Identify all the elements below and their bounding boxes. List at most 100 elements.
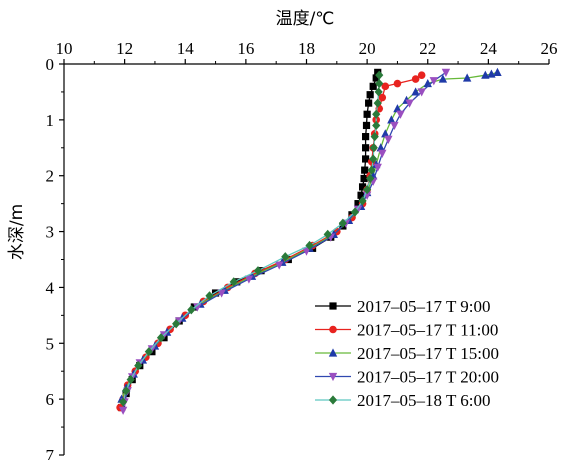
series-1-point-4: [378, 93, 387, 102]
y-axis-title: 水深/m: [7, 204, 27, 260]
series-1-point-0: [417, 71, 426, 79]
series-4-point-9: [367, 165, 376, 175]
series-3-point-5: [390, 121, 399, 131]
series-0: [117, 68, 382, 412]
series-3-point-6: [384, 135, 393, 145]
series-2-point-0: [493, 67, 502, 76]
series-3-point-7: [378, 149, 387, 158]
series-0-point-13: [357, 191, 365, 199]
y-tick-label-5: 5: [46, 334, 55, 353]
series-1-point-1: [411, 75, 420, 83]
series-4-point-20: [205, 291, 214, 301]
series-0-point-10: [361, 166, 369, 174]
legend-label-0: 2017–05–17 T 9:00: [357, 297, 491, 316]
series-3-point-26: [118, 406, 128, 415]
series-0-point-11: [360, 174, 368, 183]
x-tick-label-6: 22: [419, 39, 436, 58]
series-2-point-4: [438, 74, 448, 83]
series-4: [119, 70, 384, 407]
series-0-point-8: [362, 144, 370, 152]
x-tick-label-5: 20: [359, 39, 376, 58]
series-0-point-12: [358, 183, 367, 191]
x-tick-label-8: 26: [541, 39, 558, 58]
legend-marker-2: [328, 348, 338, 357]
series-2-point-8: [393, 104, 402, 113]
series-2-point-9: [387, 115, 396, 124]
y-tick-label-6: 6: [46, 390, 55, 409]
series-0-point-9: [362, 155, 370, 163]
series-2-point-11: [376, 143, 385, 152]
x-tick-label-1: 12: [116, 39, 133, 58]
y-tick-label-3: 3: [46, 223, 55, 242]
series-4-point-6: [370, 132, 379, 142]
series-3-point-3: [405, 99, 414, 108]
x-tick-label-4: 18: [298, 39, 315, 58]
series-4-point-1: [375, 78, 384, 89]
series-4-point-5: [372, 120, 381, 131]
series-4-point-23: [156, 333, 166, 343]
series-2-point-2: [481, 70, 490, 79]
y-tick-label-4: 4: [46, 278, 55, 297]
series-layer: [116, 67, 502, 415]
series-0-line: [120, 72, 379, 408]
series-0-point-3: [366, 91, 374, 99]
x-tick-label-2: 14: [177, 39, 195, 58]
legend-label-4: 2017–05–18 T 6:00: [357, 391, 491, 410]
series-4-point-11: [363, 185, 372, 195]
series-4-point-8: [369, 154, 378, 164]
y-tick-label-7: 7: [46, 446, 55, 460]
x-tick-label-0: 10: [56, 39, 73, 58]
series-3-point-2: [417, 88, 426, 97]
series-1-point-2: [393, 79, 402, 88]
series-4-point-27: [122, 386, 131, 396]
series-4-point-18: [253, 266, 263, 276]
series-3-point-15: [275, 261, 284, 270]
series-0-point-5: [363, 110, 371, 118]
series-1-point-3: [381, 82, 390, 91]
legend-label-1: 2017–05–17 T 11:00: [357, 321, 498, 340]
series-2-point-10: [381, 129, 390, 138]
legend-label-3: 2017–05–17 T 20:00: [357, 368, 499, 387]
series-0-point-2: [369, 82, 377, 90]
series-3-point-21: [147, 345, 157, 354]
series-4-point-22: [172, 319, 181, 329]
series-3-point-16: [244, 275, 254, 284]
series-4-point-12: [358, 196, 367, 206]
series-3-point-4: [396, 110, 405, 119]
series-3-point-18: [193, 303, 202, 312]
series-2-point-6: [411, 87, 420, 96]
series-4-point-7: [369, 143, 378, 153]
y-tick-label-1: 1: [46, 111, 55, 130]
series-4-point-3: [373, 98, 382, 108]
series-4-point-24: [144, 347, 153, 357]
series-0-point-6: [362, 121, 371, 130]
series-3-point-8: [373, 163, 382, 172]
series-4-point-21: [187, 305, 196, 315]
series-4-point-14: [338, 218, 347, 228]
series-3-point-1: [429, 77, 439, 86]
series-4-point-13: [350, 207, 360, 217]
series-4-point-0: [375, 70, 384, 80]
series-4-point-10: [366, 173, 375, 184]
legend-marker-4: [328, 395, 338, 405]
series-3-point-0: [441, 68, 451, 77]
series-4-point-4: [372, 109, 381, 119]
series-4-point-26: [126, 374, 135, 385]
series-3-point-11: [353, 205, 363, 214]
series-4-point-17: [281, 252, 290, 262]
y-tick-label-2: 2: [46, 167, 55, 186]
x-axis-title: 温度/℃: [276, 9, 335, 29]
series-4-point-16: [305, 240, 314, 251]
series-0-point-14: [354, 200, 362, 208]
series-0-point-7: [362, 133, 370, 141]
series-2-point-3: [462, 73, 472, 82]
y-tick-label-0: 0: [46, 55, 55, 74]
series-0-point-1: [372, 74, 380, 82]
legend-marker-0: [329, 302, 337, 310]
series-0-point-4: [365, 99, 373, 107]
legend: 2017–05–17 T 9:00 2017–05–17 T 11:00 2017–…: [315, 297, 499, 410]
series-4-point-15: [323, 229, 332, 239]
series-4-point-28: [119, 397, 128, 407]
